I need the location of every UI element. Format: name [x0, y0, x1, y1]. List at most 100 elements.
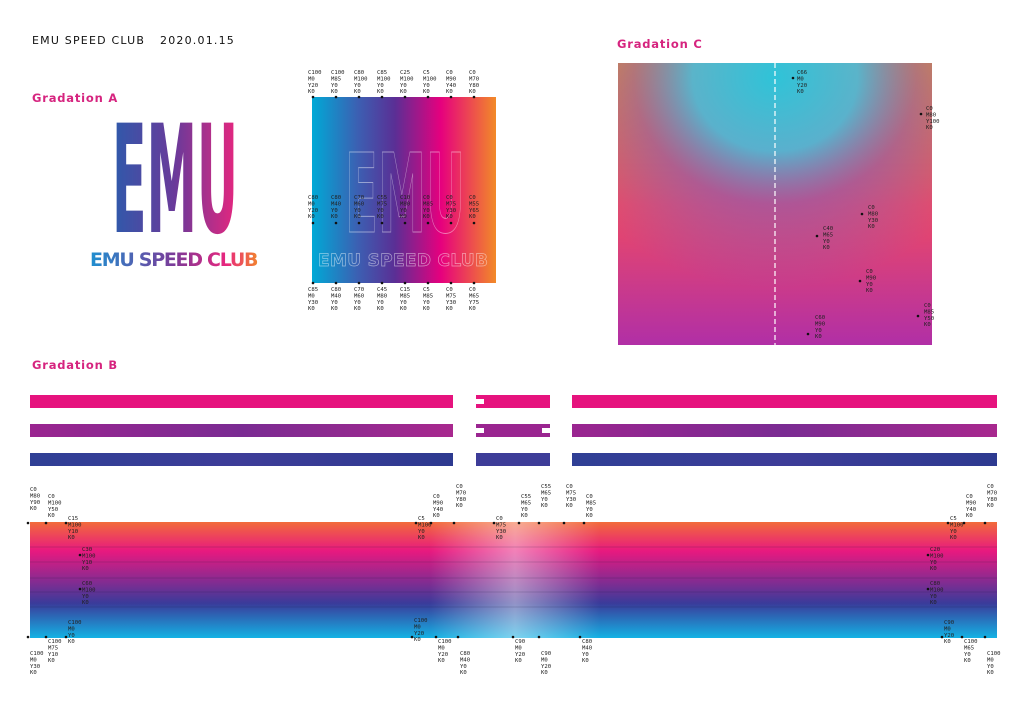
cmyk-line: Y0 — [68, 633, 75, 639]
cmyk-line: M40 — [582, 645, 592, 651]
cmyk-line: C100 — [308, 70, 321, 76]
cmyk-line: Y40 — [446, 83, 456, 89]
cmyk-line: M90 — [433, 500, 443, 506]
cmyk-line: Y0 — [582, 652, 589, 658]
cmyk-line: M90 — [966, 500, 976, 506]
cmyk-line: M0 — [30, 657, 37, 663]
marker — [815, 234, 819, 238]
cmyk-line: C100 — [331, 70, 344, 76]
cmyk-line: M0 — [987, 657, 994, 663]
cmyk-line: M70 — [987, 490, 997, 496]
cmyk-line: K0 — [541, 670, 548, 676]
cmyk-line: Y0 — [354, 83, 361, 89]
cmyk-line: M65 — [521, 500, 531, 506]
cmyk-line: C30 — [82, 547, 92, 553]
cmyk-line: C90 — [944, 620, 954, 626]
cmyk-line: M80 — [868, 211, 878, 217]
cmyk-line: Y0 — [541, 497, 548, 503]
marker — [472, 281, 476, 285]
marker — [517, 521, 521, 525]
cmyk-line: Y80 — [469, 83, 479, 89]
cmyk-line: M65 — [823, 232, 833, 238]
marker — [926, 553, 930, 557]
marker — [537, 521, 541, 525]
cmyk-line: M100 — [48, 500, 61, 506]
cmyk-line: C5 — [418, 516, 425, 522]
cmyk-line: M0 — [308, 76, 315, 82]
cmyk-line: K0 — [446, 214, 453, 220]
cmyk-line: Y20 — [438, 652, 448, 658]
cmyk-line: C10 — [400, 195, 410, 201]
cmyk-line: Y0 — [423, 300, 430, 306]
cmyk-line: M55 — [469, 201, 479, 207]
cmyk-line: K0 — [964, 658, 971, 664]
cmyk-line: C60 — [82, 581, 92, 587]
cmyk-line: C100 — [987, 651, 1000, 657]
section-title: Gradation C — [617, 37, 703, 51]
cmyk-line: C90 — [515, 639, 525, 645]
cmyk-line: K0 — [469, 89, 476, 95]
cmyk-line: M85 — [331, 76, 341, 82]
cmyk-line: K0 — [377, 306, 384, 312]
cmyk-line: K0 — [866, 288, 873, 294]
cmyk-line: K0 — [423, 214, 430, 220]
cmyk-line: C0 — [446, 70, 453, 76]
marker — [919, 112, 923, 116]
cmyk-line: Y20 — [515, 652, 525, 658]
cmyk-line: K0 — [930, 600, 937, 606]
band-lines — [30, 546, 997, 608]
cmyk-line: M80 — [400, 201, 410, 207]
cmyk-line: K0 — [924, 322, 931, 328]
marker — [334, 281, 338, 285]
cmyk-line: Y75 — [469, 300, 479, 306]
cmyk-line: C80 — [460, 651, 470, 657]
cmyk-line: C25 — [400, 70, 410, 76]
marker — [946, 521, 950, 525]
marker — [426, 281, 430, 285]
cmyk-line: Y100 — [926, 119, 939, 125]
marker — [456, 635, 460, 639]
cmyk-line: Y30 — [496, 529, 506, 535]
cmyk-line: C80 — [331, 195, 341, 201]
cmyk-line: M85 — [423, 293, 433, 299]
cmyk-line: M75 — [48, 645, 58, 651]
cmyk-line: Y0 — [377, 300, 384, 306]
cmyk-line: C55 — [541, 484, 551, 490]
cmyk-line: K0 — [823, 245, 830, 251]
cmyk-line: Y0 — [377, 83, 384, 89]
cmyk-line: M85 — [586, 500, 596, 506]
marker — [334, 95, 338, 99]
cmyk-line: M60 — [354, 293, 364, 299]
swatch — [312, 97, 496, 283]
cmyk-line: C0 — [868, 205, 875, 211]
marker — [916, 314, 920, 318]
cmyk-line: C0 — [469, 195, 476, 201]
cmyk-line: K0 — [354, 89, 361, 95]
cmyk-line: Y0 — [82, 594, 89, 600]
cmyk-line: M65 — [541, 490, 551, 496]
cmyk-line: Y90 — [30, 500, 40, 506]
cmyk-line: C70 — [354, 287, 364, 293]
cmyk-line: M100 — [354, 76, 367, 82]
marker — [64, 521, 68, 525]
cmyk-line: M90 — [866, 275, 876, 281]
cmyk-line: Y40 — [433, 507, 443, 513]
cmyk-line: K0 — [418, 535, 425, 541]
marker — [357, 281, 361, 285]
cmyk-line: Y0 — [354, 300, 361, 306]
cmyk-line: K0 — [950, 535, 957, 541]
